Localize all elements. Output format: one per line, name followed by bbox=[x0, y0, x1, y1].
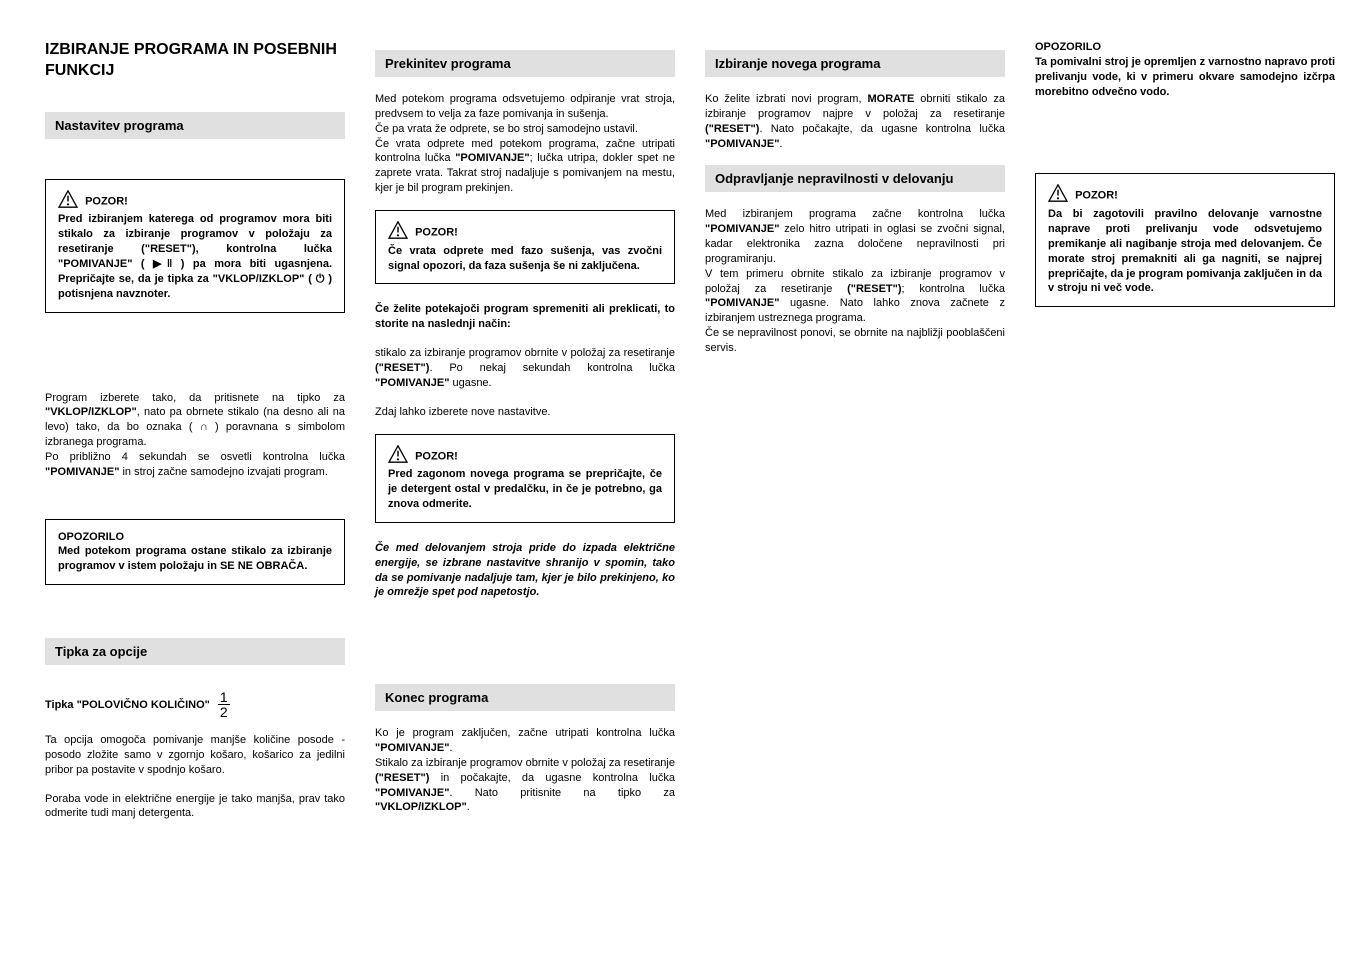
option-half-load: Tipka "POLOVIČNO KOLIČINO" 1 2 bbox=[45, 690, 345, 719]
section-header-odpravljanje: Odpravljanje nepravilnosti v delovanju bbox=[705, 165, 1005, 192]
t: Med izbiranjem programa začne kontrolna … bbox=[705, 208, 1005, 220]
t: "POMIVANJE" bbox=[375, 377, 449, 389]
warning-box-3: POZOR! Pred zagonom novega programa se p… bbox=[375, 434, 675, 523]
warning-box-2: POZOR! Če vrata odprete med fazo sušenja… bbox=[375, 210, 675, 285]
section-header-izbiranje: Izbiranje novega programa bbox=[705, 50, 1005, 77]
t: ("RESET") bbox=[375, 772, 429, 784]
c2-end: Ko je program zaključen, začne utripati … bbox=[375, 726, 675, 815]
notice-title: OPOZORILO bbox=[1035, 41, 1101, 53]
frac-top: 1 bbox=[218, 690, 230, 705]
t: "POMIVANJE" bbox=[375, 742, 449, 754]
t: stikalo za izbiranje programov obrnite v… bbox=[375, 347, 675, 359]
column-3: Izbiranje novega programa Ko želite izbr… bbox=[705, 40, 1005, 835]
t: "POMIVANJE" bbox=[455, 152, 529, 164]
column-1: IZBIRANJE PROGRAMA IN POSEBNIH FUNKCIJ N… bbox=[45, 40, 345, 835]
t: ("RESET") bbox=[375, 362, 429, 374]
option-label-text: Tipka "POLOVIČNO KOLIČINO" bbox=[45, 699, 210, 711]
column-2: Prekinitev programa Med potekom programa… bbox=[375, 40, 675, 835]
notice-box-1: OPOZORILO Med potekom programa ostane st… bbox=[45, 519, 345, 586]
section-header-nastavitev: Nastavitev programa bbox=[45, 112, 345, 139]
t: Stikalo za izbiranje programov obrnite v… bbox=[375, 757, 675, 769]
warning-icon bbox=[388, 221, 408, 244]
change-prog-heading: Če želite potekajoči program spremeniti … bbox=[375, 302, 675, 332]
warning-title: POZOR! bbox=[1075, 190, 1118, 202]
t: "POMIVANJE" bbox=[705, 223, 779, 235]
notice-title: OPOZORILO bbox=[58, 531, 124, 543]
warning-body: Pred izbiranjem katerega od programov mo… bbox=[58, 213, 332, 299]
t: Program izberete tako, da pritisnete na … bbox=[45, 392, 345, 404]
t: . bbox=[467, 801, 470, 813]
t: . bbox=[449, 742, 452, 754]
t: Med potekom programa odsvetujemo odpiran… bbox=[375, 93, 675, 120]
frac-bot: 2 bbox=[218, 705, 230, 719]
warning-icon bbox=[58, 190, 78, 213]
program-select-text: Program izberete tako, da pritisnete na … bbox=[45, 391, 345, 480]
warning-box-4: POZOR! Da bi zagotovili pravilno delovan… bbox=[1035, 173, 1335, 307]
page-title: IZBIRANJE PROGRAMA IN POSEBNIH FUNKCIJ bbox=[45, 40, 345, 82]
c4-notice: OPOZORILO Ta pomivalni stroj je opremlje… bbox=[1035, 40, 1335, 99]
column-4: OPOZORILO Ta pomivalni stroj je opremlje… bbox=[1035, 40, 1335, 835]
notice-body: Med potekom programa ostane stikalo za i… bbox=[58, 545, 332, 572]
t: . Nato počakajte, da ugasne kontrolna lu… bbox=[759, 123, 1005, 135]
option-desc-2: Poraba vode in električne energije je ta… bbox=[45, 792, 345, 822]
t: Ko je program zaključen, začne utripati … bbox=[375, 727, 675, 739]
c2-p4: stikalo za izbiranje programov obrnite v… bbox=[375, 346, 675, 391]
warning-body: Pred zagonom novega programa se prepriča… bbox=[388, 468, 662, 510]
t: . bbox=[779, 138, 782, 150]
t: "VKLOP/IZKLOP" bbox=[45, 406, 137, 418]
notice-body: Ta pomivalni stroj je opremljen z varnos… bbox=[1035, 56, 1335, 98]
t: Če se nepravilnost ponovi, se obrnite na… bbox=[705, 327, 1005, 354]
t: "POMIVANJE" bbox=[705, 138, 779, 150]
t: "VKLOP/IZKLOP" bbox=[375, 801, 467, 813]
warning-title: POZOR! bbox=[415, 226, 458, 238]
t: Če pa vrata že odprete, se bo stroj samo… bbox=[375, 123, 638, 135]
warning-icon bbox=[1048, 184, 1068, 207]
warning-body: Če vrata odprete med fazo sušenja, vas z… bbox=[388, 245, 662, 272]
warning-body: Da bi zagotovili pravilno delovanje varn… bbox=[1048, 208, 1322, 294]
warning-title: POZOR! bbox=[85, 195, 128, 207]
warning-icon bbox=[388, 445, 408, 468]
warning-title: POZOR! bbox=[415, 450, 458, 462]
t: MORATE bbox=[867, 93, 914, 105]
c3-p2: Med izbiranjem programa začne kontrolna … bbox=[705, 207, 1005, 355]
t: ugasne. bbox=[449, 377, 491, 389]
t: Po približno 4 sekundah se osvetli kontr… bbox=[45, 451, 345, 463]
section-header-prekinitev: Prekinitev programa bbox=[375, 50, 675, 77]
t: in stroj začne samodejno izvajati progra… bbox=[119, 466, 327, 478]
t: Ko želite izbrati novi program, bbox=[705, 93, 867, 105]
option-desc-1: Ta opcija omogoča pomivanje manjše količ… bbox=[45, 733, 345, 778]
t: ; kontrolna lučka bbox=[902, 283, 1005, 295]
t: in počakajte, da ugasne kontrolna lučka bbox=[429, 772, 675, 784]
t: ("RESET") bbox=[847, 283, 901, 295]
t: ("RESET") bbox=[705, 123, 759, 135]
section-header-tipka: Tipka za opcije bbox=[45, 638, 345, 665]
page-columns: IZBIRANJE PROGRAMA IN POSEBNIH FUNKCIJ N… bbox=[45, 40, 1306, 835]
t: . Nato pritisnite na tipko za bbox=[449, 787, 675, 799]
t: "POMIVANJE" bbox=[705, 297, 779, 309]
c3-p1: Ko želite izbrati novi program, MORATE o… bbox=[705, 92, 1005, 151]
t: "POMIVANJE" bbox=[375, 787, 449, 799]
c2-p1: Med potekom programa odsvetujemo odpiran… bbox=[375, 92, 675, 196]
warning-box-1: POZOR! Pred izbiranjem katerega od progr… bbox=[45, 179, 345, 313]
fraction-icon: 1 2 bbox=[218, 690, 230, 719]
power-out-note: Če med delovanjem stroja pride do izpada… bbox=[375, 541, 675, 600]
t: "POMIVANJE" bbox=[45, 466, 119, 478]
c2-p5: Zdaj lahko izberete nove nastavitve. bbox=[375, 405, 675, 420]
t: . Po nekaj sekundah kontrolna lučka bbox=[429, 362, 675, 374]
section-header-konec: Konec programa bbox=[375, 684, 675, 711]
